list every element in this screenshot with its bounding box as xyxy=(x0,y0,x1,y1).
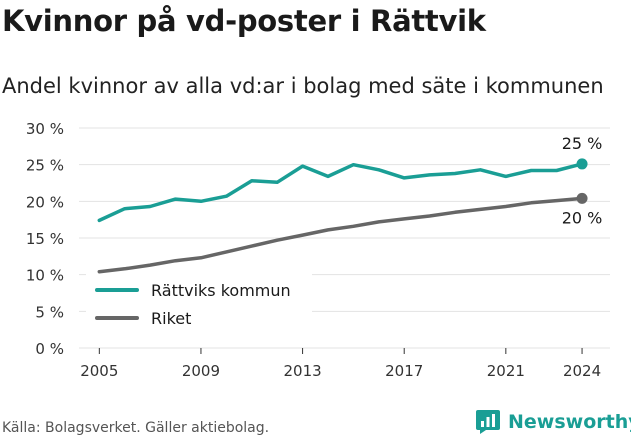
series-line-riket xyxy=(97,196,584,274)
newsworthy-logo-icon xyxy=(476,410,500,434)
line-chart: 0 % 5 % 10 % 15 % 20 % 25 % 30 % 2005 2009 2013 20… xyxy=(26,120,610,380)
legend-label: Rättviks kommun xyxy=(151,281,291,300)
x-tick-label: 2009 xyxy=(182,362,220,380)
y-tick-label: 25 % xyxy=(26,157,64,175)
series-end-label: 25 % xyxy=(562,134,603,153)
y-tick-label: 20 % xyxy=(26,193,64,211)
x-tick-label: 2021 xyxy=(487,362,525,380)
chart-title: Kvinnor på vd-poster i Rättvik xyxy=(2,4,486,38)
x-tick-label: 2013 xyxy=(283,362,321,380)
y-tick-label: 15 % xyxy=(26,230,64,248)
x-tick-label: 2005 xyxy=(80,362,118,380)
y-tick-label: 5 % xyxy=(35,303,64,321)
y-tick-label: 10 % xyxy=(26,267,64,285)
series-line-rattvik xyxy=(97,162,584,223)
series-end-point xyxy=(576,192,588,204)
series-end-point xyxy=(576,158,588,170)
series-end-label: 20 % xyxy=(562,208,603,227)
legend-background xyxy=(86,272,312,334)
y-tick-label: 30 % xyxy=(26,120,64,138)
legend-label: Riket xyxy=(151,309,191,328)
source-note: Källa: Bolagsverket. Gäller aktiebolag. xyxy=(2,420,270,436)
brand-name: Newsworthy xyxy=(508,411,631,433)
brand: Newsworthy xyxy=(476,407,631,437)
x-tick-label: 2024 xyxy=(563,362,601,380)
chart-subtitle: Andel kvinnor av alla vd:ar i bolag med … xyxy=(2,74,604,98)
y-tick-label: 0 % xyxy=(35,340,64,358)
x-tick-label: 2017 xyxy=(385,362,423,380)
